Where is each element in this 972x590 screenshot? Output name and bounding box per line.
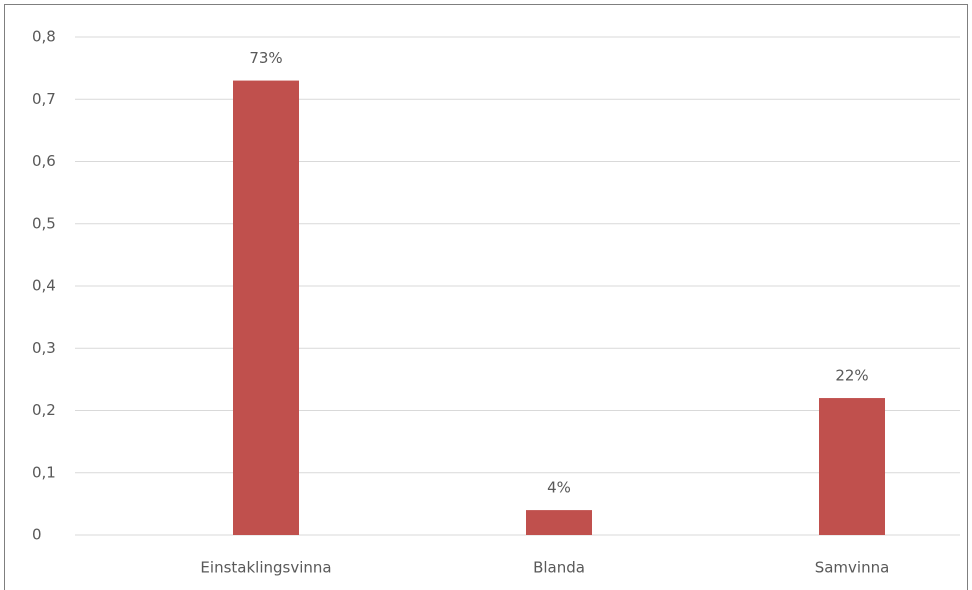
- y-tick-label: 0,8: [32, 28, 56, 46]
- x-tick-label: Einstaklingsvinna: [200, 559, 331, 577]
- x-tick-label: Blanda: [533, 559, 585, 577]
- y-tick-label: 0,2: [32, 401, 56, 419]
- y-tick-label: 0,3: [32, 339, 56, 357]
- y-tick-label: 0: [32, 526, 42, 544]
- y-tick-label: 0,7: [32, 90, 56, 108]
- y-tick-label: 0,5: [32, 214, 56, 232]
- value-label: 22%: [835, 367, 868, 385]
- chart-frame: [4, 4, 968, 590]
- bar: [819, 398, 885, 535]
- x-tick-label: Samvinna: [815, 559, 890, 577]
- y-tick-label: 0,1: [32, 463, 56, 481]
- bar: [526, 510, 592, 535]
- value-label: 4%: [547, 479, 571, 497]
- bar: [233, 80, 299, 535]
- y-tick-label: 0,6: [32, 152, 56, 170]
- y-tick-label: 0,4: [32, 277, 56, 295]
- value-label: 73%: [249, 49, 282, 67]
